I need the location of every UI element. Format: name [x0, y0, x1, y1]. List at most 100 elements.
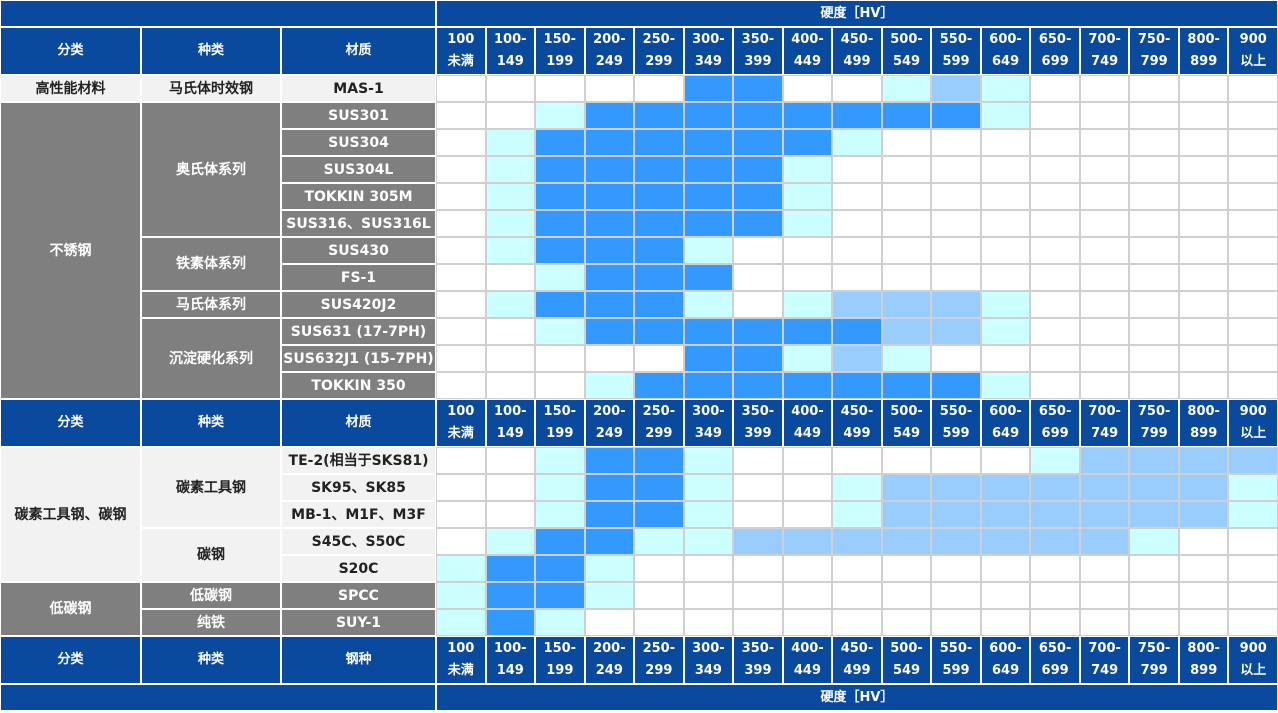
hardness-cell	[1079, 447, 1130, 474]
material: TOKKIN 305M	[281, 183, 436, 210]
material: FS-1	[281, 264, 436, 291]
hardness-cell	[1079, 156, 1130, 183]
hardness-cell	[1129, 318, 1179, 345]
header-range: 400- 449	[782, 636, 833, 684]
hardness-cell	[436, 129, 486, 156]
hardness-cell	[1129, 210, 1179, 237]
hardness-cell	[1079, 318, 1130, 345]
hardness-cell	[881, 237, 932, 264]
header-line: 400-	[791, 404, 824, 419]
header-line: 249	[595, 54, 623, 69]
hardness-cell	[733, 447, 783, 474]
hardness-cell	[931, 156, 981, 183]
hardness-cell	[931, 75, 981, 102]
hardness-cell	[1178, 75, 1229, 102]
hardness-cell	[1030, 609, 1080, 636]
hardness-cell	[931, 264, 981, 291]
header-line: 100-	[494, 32, 527, 47]
hardness-cell	[584, 237, 635, 264]
hardness-cell	[1129, 264, 1179, 291]
hardness-cell	[1129, 102, 1179, 129]
hardness-cell	[485, 183, 536, 210]
hardness-cell	[931, 318, 981, 345]
hardness-cell	[733, 345, 783, 372]
material: SK95、SK85	[281, 474, 436, 501]
header-kind: 种类	[141, 399, 281, 447]
header-line: 299	[645, 663, 673, 678]
header-line: 349	[694, 663, 722, 678]
hardness-cell	[1030, 528, 1080, 555]
hardness-cell	[436, 264, 486, 291]
hardness-cell	[1030, 129, 1080, 156]
header-range: 100- 149	[485, 27, 536, 75]
hardness-cell	[535, 264, 585, 291]
hardness-cell	[683, 102, 734, 129]
header-category: 分类	[0, 636, 141, 684]
hardness-cell	[535, 291, 585, 318]
header-range: 700- 749	[1079, 636, 1130, 684]
header-line: 899	[1190, 426, 1218, 441]
header-line: 249	[595, 663, 623, 678]
hardness-cell	[733, 102, 783, 129]
hardness-cell	[584, 528, 635, 555]
hardness-cell	[535, 582, 585, 609]
header-line: 149	[496, 54, 524, 69]
header-range: 650- 699	[1030, 399, 1080, 447]
hardness-cell	[980, 237, 1031, 264]
header-range: 600- 649	[980, 399, 1031, 447]
material: TE-2(相当于SKS81)	[281, 447, 436, 474]
hardness-cell	[485, 75, 536, 102]
hardness-cell	[931, 501, 981, 528]
hardness-cell	[485, 129, 536, 156]
hardness-cell	[980, 129, 1031, 156]
kind: 沉淀硬化系列	[141, 318, 281, 399]
header-line: 900	[1239, 404, 1267, 419]
kind: 铁素体系列	[141, 237, 281, 291]
hardness-cell	[931, 372, 981, 399]
hardness-cell	[584, 582, 635, 609]
hardness-cell	[1228, 129, 1278, 156]
material: SUS304	[281, 129, 436, 156]
hardness-cell	[683, 291, 734, 318]
hardness-cell	[485, 609, 536, 636]
header-line: 600-	[989, 32, 1022, 47]
hardness-cell	[733, 555, 783, 582]
hardness-cell	[436, 582, 486, 609]
hardness-cell	[1079, 102, 1130, 129]
header-line: 799	[1140, 426, 1168, 441]
hardness-cell	[634, 183, 684, 210]
hardness-cell	[1079, 609, 1130, 636]
material: MAS-1	[281, 75, 436, 102]
hardness-cell	[683, 75, 734, 102]
hardness-cell	[535, 609, 585, 636]
header-range: 100 未满	[436, 27, 486, 75]
hardness-cell	[683, 183, 734, 210]
hardness-cell	[535, 156, 585, 183]
header-line: 499	[843, 54, 871, 69]
header-material: 钢种	[281, 636, 436, 684]
hardness-cell	[1228, 210, 1278, 237]
hardness-cell	[980, 501, 1031, 528]
header-line: 349	[694, 426, 722, 441]
hardness-cell	[1030, 447, 1080, 474]
kind: 马氏体时效钢	[141, 75, 281, 102]
hardness-cell	[980, 75, 1031, 102]
hardness-cell	[881, 501, 932, 528]
hardness-cell	[436, 291, 486, 318]
hardness-cell	[832, 318, 882, 345]
hardness-cell	[1228, 555, 1278, 582]
hardness-cell	[535, 318, 585, 345]
hardness-cell	[832, 264, 882, 291]
header-line: 149	[496, 426, 524, 441]
hardness-cell	[535, 372, 585, 399]
hardness-cell	[634, 555, 684, 582]
hardness-cell	[832, 582, 882, 609]
hardness-cell	[881, 291, 932, 318]
material: TOKKIN 350	[281, 372, 436, 399]
header-material: 材质	[281, 399, 436, 447]
hardness-cell	[683, 264, 734, 291]
hardness-cell	[1228, 291, 1278, 318]
hardness-cell	[1178, 528, 1229, 555]
hardness-cell	[485, 156, 536, 183]
hardness-cell	[931, 291, 981, 318]
